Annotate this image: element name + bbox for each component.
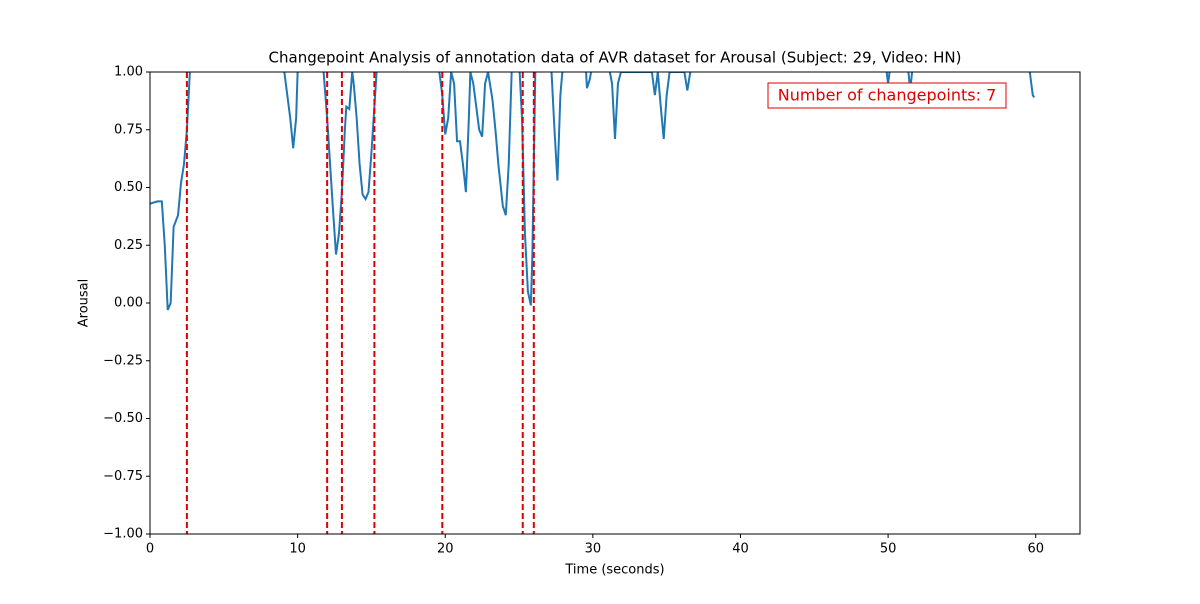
plot-area	[150, 72, 1036, 534]
x-tick-label: 20	[437, 542, 454, 557]
y-tick-label: −1.00	[103, 527, 143, 542]
annotation: Number of changepoints: 7	[778, 86, 997, 105]
x-tick-label: 0	[146, 542, 154, 557]
plot-frame	[149, 71, 1081, 535]
x-tick-label: 30	[585, 542, 602, 557]
y-tick-label: 0.75	[114, 122, 143, 137]
x-tick-label: 10	[289, 542, 306, 557]
x-tick-label: 60	[1027, 542, 1044, 557]
y-tick-label: −0.50	[103, 411, 143, 426]
annotation-box	[767, 82, 1007, 109]
y-tick-label: 1.00	[114, 65, 143, 80]
y-axis-label: Arousal	[77, 279, 92, 328]
data-line	[150, 72, 1036, 311]
y-tick-label: 0.00	[114, 296, 143, 311]
x-axis-label: Time (seconds)	[564, 563, 664, 578]
y-tick-label: −0.75	[103, 469, 143, 484]
x-tick-label: 50	[880, 542, 897, 557]
chart-title: Changepoint Analysis of annotation data …	[269, 49, 962, 67]
x-tick-label: 40	[732, 542, 749, 557]
y-tick-label: −0.25	[103, 353, 143, 368]
y-tick-label: 0.50	[114, 180, 143, 195]
y-tick-label: 0.25	[114, 238, 143, 253]
